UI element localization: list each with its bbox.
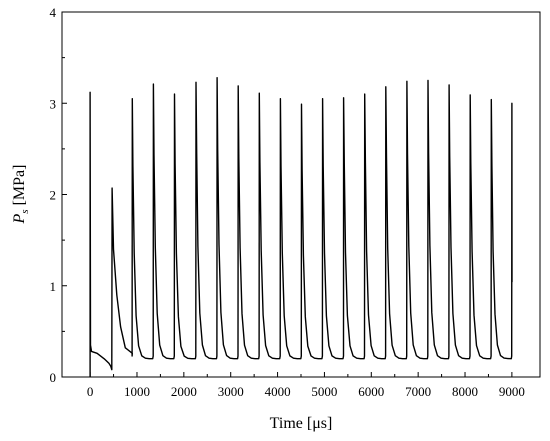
x-tick-label: 4000 [265,384,291,399]
y-axis-label-unit: [MPa] [11,165,28,210]
x-tick-label: 6000 [358,384,384,399]
x-tick-label: 5000 [311,384,337,399]
x-tick-label: 9000 [499,384,525,399]
y-tick-label: 0 [50,370,57,385]
y-tick-label: 4 [50,5,57,20]
y-axis-label: Ps [MPa] [11,165,31,225]
x-axis-ticks: 0 1000 2000 3000 4000 5000 6000 7000 8000 9000 [87,372,525,399]
x-tick-label: 7000 [405,384,431,399]
y-axis-label-symbol: P [11,213,28,224]
y-axis-label-subscript: s [19,209,31,213]
x-tick-label: 8000 [452,384,478,399]
series-line [89,77,513,377]
x-tick-label: 3000 [218,384,244,399]
x-tick-label: 0 [87,384,94,399]
y-tick-label: 2 [50,188,57,203]
y-tick-label: 1 [50,279,57,294]
x-tick-label: 1000 [124,384,150,399]
x-axis-label: Time [μs] [270,415,333,432]
x-tick-label: 2000 [171,384,197,399]
y-axis-ticks: 0 1 2 3 4 [50,5,67,385]
y-tick-label: 3 [50,96,57,111]
